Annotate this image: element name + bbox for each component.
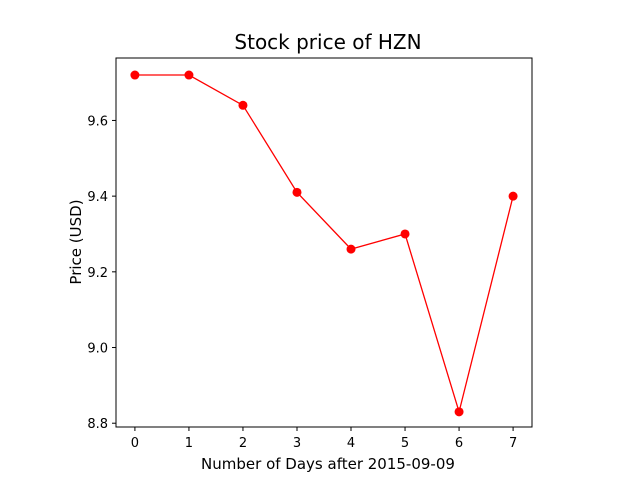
y-tick-label: 9.2 [87,266,108,281]
data-point [400,229,410,239]
series-line [134,74,514,415]
data-point [292,187,302,197]
x-tick-label: 0 [131,436,139,451]
x-tick-label: 5 [401,436,409,451]
y-tick-label: 9.4 [87,190,108,205]
data-point [454,407,464,417]
plot-series [130,70,518,417]
y-tick-label: 8.8 [87,417,108,432]
x-tick-label: 3 [293,436,301,451]
x-axis-label: Number of Days after 2015-09-09 [201,455,455,473]
y-tick-label: 9.0 [87,342,108,357]
y-tick-label: 9.6 [87,114,108,129]
axis-ticks: 0 1 2 3 4 5 6 7 8.8 9.0 9.2 9.4 9.6 [87,114,517,451]
x-tick-label: 1 [185,436,193,451]
data-point [346,244,356,254]
plot-frame [115,57,533,428]
data-point [130,70,140,80]
chart-title: Stock price of HZN [234,30,421,54]
data-point [184,70,194,80]
x-tick-label: 4 [347,436,355,451]
x-tick-label: 7 [509,436,517,451]
x-tick-label: 2 [239,436,247,451]
data-point [238,100,248,110]
x-tick-label: 6 [455,436,463,451]
y-axis-label: Price (USD) [67,199,85,284]
data-point [508,191,518,201]
